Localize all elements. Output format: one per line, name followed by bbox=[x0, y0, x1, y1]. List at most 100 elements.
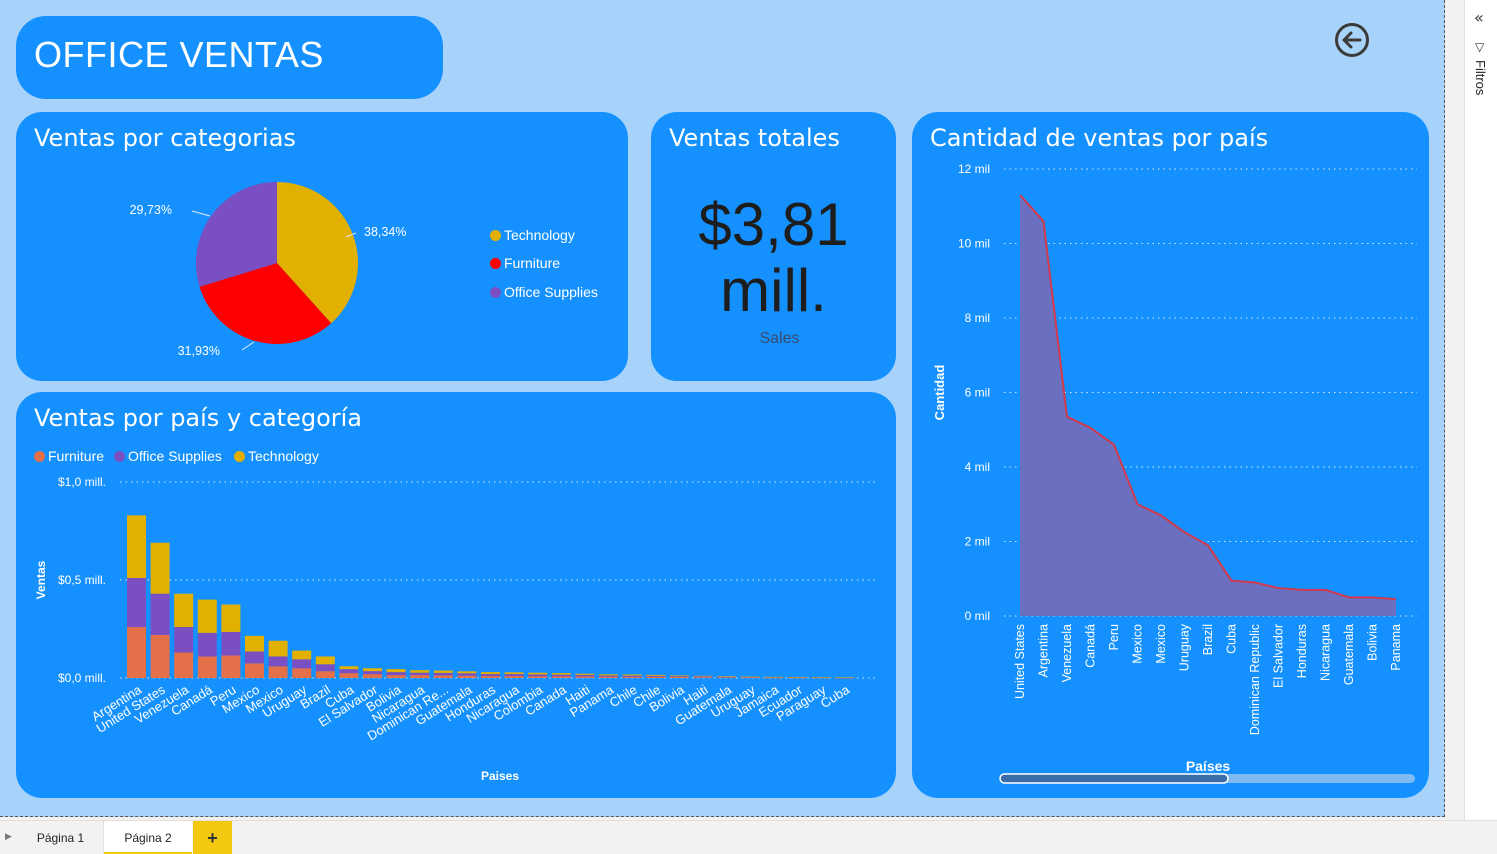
bar-segment-technology[interactable] bbox=[245, 635, 264, 652]
bar-segment-office-supplies[interactable] bbox=[764, 677, 784, 678]
bar-segment-office-supplies[interactable] bbox=[174, 627, 194, 653]
bar-segment-technology[interactable] bbox=[599, 674, 618, 676]
bar-segment-technology[interactable] bbox=[528, 672, 548, 675]
bar-segment-technology[interactable] bbox=[717, 676, 736, 677]
bar-segment-office-supplies[interactable] bbox=[599, 675, 618, 677]
bar-segment-office-supplies[interactable] bbox=[339, 669, 359, 674]
bar-segment-technology[interactable] bbox=[410, 670, 430, 673]
bar-segment-technology[interactable] bbox=[764, 676, 784, 678]
bar-segment-office-supplies[interactable] bbox=[481, 674, 500, 677]
bar-segment-furniture[interactable] bbox=[268, 666, 288, 678]
collapse-chevrons-icon[interactable]: « bbox=[1474, 8, 1484, 27]
bar-segment-office-supplies[interactable] bbox=[292, 659, 312, 669]
bar-segment-furniture[interactable] bbox=[292, 668, 312, 678]
bar-segment-office-supplies[interactable] bbox=[646, 675, 666, 677]
tab-pagina-1[interactable]: Página 1 bbox=[18, 821, 104, 854]
bar-legend-technology[interactable]: Technology bbox=[234, 448, 319, 464]
bar-segment-furniture[interactable] bbox=[150, 634, 170, 678]
bar-segment-furniture[interactable] bbox=[245, 663, 264, 678]
tab-pagina-2[interactable]: Página 2 bbox=[104, 821, 192, 854]
bar-segment-furniture[interactable] bbox=[693, 677, 713, 678]
stacked-bar-chart-card[interactable]: Ventas por país y categoría Furniture Of… bbox=[16, 392, 896, 798]
bar-segment-technology[interactable] bbox=[127, 515, 146, 579]
bar-segment-technology[interactable] bbox=[315, 656, 335, 665]
bar-segment-furniture[interactable] bbox=[669, 677, 689, 678]
bar-segment-technology[interactable] bbox=[551, 673, 571, 675]
bar-segment-technology[interactable] bbox=[693, 675, 713, 677]
bar-segment-office-supplies[interactable] bbox=[197, 632, 217, 657]
pie-chart-card[interactable]: Ventas por categorias 38,34% 31,93% 29,73%… bbox=[16, 112, 628, 381]
bar-segment-office-supplies[interactable] bbox=[410, 672, 430, 676]
bar-segment-technology[interactable] bbox=[787, 677, 807, 678]
bar-segment-furniture[interactable] bbox=[315, 671, 335, 678]
bar-segment-furniture[interactable] bbox=[764, 677, 784, 679]
scroll-tabs-icon[interactable]: ▶ bbox=[5, 832, 12, 842]
bar-segment-office-supplies[interactable] bbox=[504, 674, 524, 677]
filters-label[interactable]: Filtros bbox=[1473, 60, 1488, 96]
bar-segment-office-supplies[interactable] bbox=[693, 676, 713, 678]
bar-legend-office-supplies[interactable]: Office Supplies bbox=[114, 448, 222, 464]
bar-segment-furniture[interactable] bbox=[363, 674, 382, 678]
pie-slice-furniture[interactable] bbox=[199, 263, 332, 344]
bar-segment-technology[interactable] bbox=[481, 672, 500, 675]
bar-segment-furniture[interactable] bbox=[221, 655, 241, 678]
pie-legend-furniture[interactable]: Furniture bbox=[490, 255, 560, 271]
bar-segment-technology[interactable] bbox=[740, 676, 760, 678]
bar-segment-technology[interactable] bbox=[575, 673, 595, 675]
bar-segment-technology[interactable] bbox=[811, 677, 831, 678]
bar-segment-furniture[interactable] bbox=[127, 627, 146, 678]
bar-segment-furniture[interactable] bbox=[481, 676, 500, 678]
bar-segment-technology[interactable] bbox=[504, 672, 524, 675]
pie-legend-office-supplies[interactable]: Office Supplies bbox=[490, 284, 598, 300]
bar-segment-office-supplies[interactable] bbox=[551, 674, 571, 677]
bar-segment-furniture[interactable] bbox=[622, 676, 642, 678]
bar-segment-furniture[interactable] bbox=[528, 676, 548, 678]
bar-segment-technology[interactable] bbox=[339, 666, 359, 670]
bar-segment-office-supplies[interactable] bbox=[457, 673, 477, 676]
bar-segment-office-supplies[interactable] bbox=[433, 672, 453, 676]
bar-segment-furniture[interactable] bbox=[386, 675, 406, 678]
area-chart[interactable]: 0 mil 2 mil 4 mil 6 mil 8 mil 10 mil 12 mil Can… bbox=[912, 112, 1429, 798]
bar-segment-office-supplies[interactable] bbox=[127, 578, 146, 628]
bar-segment-office-supplies[interactable] bbox=[221, 631, 241, 656]
bar-segment-technology[interactable] bbox=[268, 640, 288, 657]
filters-pane[interactable]: « ▽ Filtros bbox=[1464, 0, 1497, 820]
bar-segment-technology[interactable] bbox=[292, 650, 312, 660]
bar-segment-furniture[interactable] bbox=[433, 675, 453, 678]
bar-segment-office-supplies[interactable] bbox=[268, 656, 288, 667]
bar-segment-technology[interactable] bbox=[150, 542, 170, 594]
bar-legend-furniture[interactable]: Furniture bbox=[34, 448, 104, 464]
bar-segment-technology[interactable] bbox=[669, 675, 689, 677]
area-chart-card[interactable]: Cantidad de ventas por país 0 mil 2 mil 4 … bbox=[912, 112, 1429, 798]
bar-segment-technology[interactable] bbox=[197, 599, 217, 633]
bar-segment-office-supplies[interactable] bbox=[315, 664, 335, 672]
bar-segment-technology[interactable] bbox=[363, 668, 382, 672]
bar-segment-furniture[interactable] bbox=[457, 675, 477, 678]
bar-segment-technology[interactable] bbox=[433, 670, 453, 673]
bar-segment-office-supplies[interactable] bbox=[669, 676, 689, 678]
bar-segment-office-supplies[interactable] bbox=[363, 671, 382, 675]
bar-segment-technology[interactable] bbox=[386, 669, 406, 673]
area-line[interactable] bbox=[1019, 194, 1397, 601]
bar-segment-furniture[interactable] bbox=[197, 656, 217, 678]
bar-segment-office-supplies[interactable] bbox=[717, 676, 736, 678]
bar-segment-office-supplies[interactable] bbox=[386, 672, 406, 676]
bar-segment-furniture[interactable] bbox=[787, 677, 807, 679]
kpi-card[interactable]: Ventas totales $3,81 mill. Sales bbox=[651, 112, 896, 381]
bar-segment-office-supplies[interactable] bbox=[575, 674, 595, 677]
bar-segment-furniture[interactable] bbox=[504, 676, 524, 678]
bar-segment-furniture[interactable] bbox=[551, 676, 571, 678]
area-scrollbar-thumb[interactable] bbox=[999, 773, 1229, 784]
bar-segment-furniture[interactable] bbox=[740, 677, 760, 679]
bar-segment-furniture[interactable] bbox=[717, 677, 736, 679]
bar-segment-technology[interactable] bbox=[622, 674, 642, 676]
bar-segment-technology[interactable] bbox=[174, 593, 194, 628]
bar-segment-furniture[interactable] bbox=[410, 675, 430, 678]
bar-segment-office-supplies[interactable] bbox=[528, 674, 548, 677]
bar-segment-technology[interactable] bbox=[646, 674, 666, 676]
bar-segment-office-supplies[interactable] bbox=[622, 675, 642, 677]
bar-segment-technology[interactable] bbox=[221, 604, 241, 632]
bar-segment-technology[interactable] bbox=[457, 671, 477, 674]
pie-legend-technology[interactable]: Technology bbox=[490, 227, 575, 243]
pie-slice-technology[interactable] bbox=[277, 182, 358, 324]
